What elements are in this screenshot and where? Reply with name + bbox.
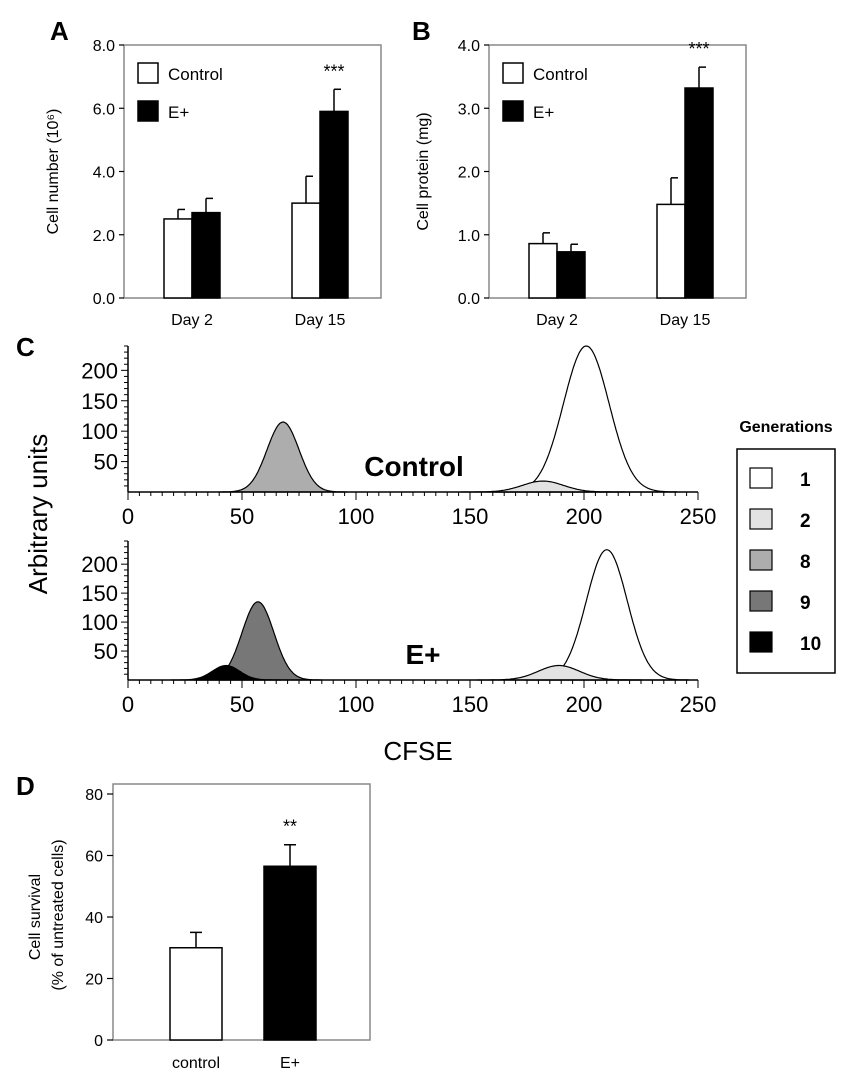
y-tick-label: 3.0 (458, 101, 480, 118)
y-axis-title: Cell protein (mg) (415, 112, 432, 230)
y-tick-label: 20 (85, 972, 103, 989)
x-tick-label: Day 2 (536, 312, 578, 329)
legend-title: Generations (739, 419, 832, 436)
x-axis-title: CFSE (383, 736, 452, 766)
x-tick-label: 150 (452, 692, 489, 717)
legend-swatch (137, 62, 159, 84)
legend-box (736, 448, 836, 674)
y-tick-label: 50 (94, 639, 118, 664)
x-tick-label: 0 (122, 504, 134, 529)
panel-letter: C (16, 332, 35, 362)
y-tick-label: 80 (85, 787, 103, 804)
subplot-label: E+ (405, 639, 440, 670)
y-tick-label: 4.0 (93, 165, 115, 182)
y-tick-label: 60 (85, 849, 103, 866)
x-tick-label: 250 (680, 504, 717, 529)
x-tick-label: 50 (230, 504, 254, 529)
y-axis-title: Cell survival (27, 874, 44, 960)
y-tick-label: 4.0 (458, 38, 480, 55)
legend-swatch (502, 62, 524, 84)
x-tick-label: 50 (230, 692, 254, 717)
significance-label: *** (688, 39, 709, 59)
legend-label: 10 (800, 634, 821, 655)
legend-swatch (749, 631, 773, 653)
y-tick-label: 50 (94, 450, 118, 475)
x-tick-label: control (172, 1055, 220, 1072)
panel-letter: A (50, 16, 69, 46)
y-tick-label: 2.0 (458, 165, 480, 182)
panel-letter: B (412, 16, 431, 46)
histogram-peak (194, 601, 322, 681)
plot-frame (112, 783, 371, 1041)
histogram-peak (495, 345, 678, 493)
y-tick-label: 0 (94, 1033, 103, 1050)
y-axis-title: Arbitrary units (23, 434, 53, 594)
y-axis-title: Cell number (10⁶) (45, 109, 62, 235)
y-tick-label: 8.0 (93, 38, 115, 55)
y-tick-label: 40 (85, 910, 103, 927)
bar (556, 251, 586, 299)
legend-label: 2 (800, 511, 811, 532)
x-tick-label: 150 (452, 504, 489, 529)
bar (169, 947, 223, 1041)
generations-legend: Generations 1 2 8 9 10 (736, 419, 836, 674)
x-tick-label: 250 (680, 692, 717, 717)
panel-d: D 0 20 40 60 80 Cell survival (% of untreated c… (16, 771, 371, 1072)
y-tick-label: 100 (81, 610, 118, 635)
panel-b: B 0.0 1.0 2.0 3.0 4.0 Cell protein (mg) Day 2 Da… (412, 16, 747, 329)
legend-label: 1 (800, 470, 811, 491)
y-tick-label: 200 (81, 552, 118, 577)
y-tick-label: 0.0 (93, 291, 115, 308)
x-tick-label: 200 (566, 692, 603, 717)
bar (163, 218, 193, 299)
significance-label: *** (323, 61, 344, 81)
legend-swatch (502, 100, 524, 122)
legend-label: E+ (533, 103, 554, 122)
bar (263, 865, 317, 1041)
legend-swatch (749, 467, 773, 489)
legend-swatch (749, 508, 773, 530)
bar (291, 202, 321, 299)
bar (319, 110, 349, 299)
x-tick-label: 100 (338, 692, 375, 717)
bar (528, 242, 558, 299)
legend-label: 8 (800, 552, 811, 573)
legend-swatch (749, 549, 773, 571)
panel-a: A 0.0 2.0 4.0 6.0 8.0 Cell number (10⁶) Day 2 Da… (45, 16, 382, 329)
histogram-peak (219, 421, 347, 493)
y-tick-label: 200 (81, 358, 118, 383)
x-tick-label: 200 (566, 504, 603, 529)
y-tick-label: 100 (81, 419, 118, 444)
x-tick-label: 0 (122, 692, 134, 717)
histogram-subplot: 0 50 100 150 200 250 50 100 150 200 Control (81, 345, 717, 529)
y-tick-label: 150 (81, 581, 118, 606)
y-tick-label: 1.0 (458, 228, 480, 245)
bar (656, 203, 686, 299)
legend-label: 9 (800, 593, 811, 614)
subplot-label: Control (364, 451, 464, 482)
x-tick-label: Day 2 (171, 312, 213, 329)
histogram-subplot: 0 50 100 150 200 250 50 100 150 200 E+ (81, 540, 717, 717)
histogram-peak (524, 549, 689, 681)
panel-letter: D (16, 771, 35, 801)
legend-label: Control (533, 65, 588, 84)
x-tick-label: Day 15 (295, 312, 346, 329)
legend-swatch (137, 100, 159, 122)
legend-swatch (749, 590, 773, 612)
y-tick-label: 2.0 (93, 228, 115, 245)
x-tick-label: Day 15 (660, 312, 711, 329)
x-tick-label: 100 (338, 504, 375, 529)
y-axis-title-line2: (% of untreated cells) (50, 839, 67, 990)
y-tick-label: 0.0 (458, 291, 480, 308)
x-tick-label: E+ (280, 1055, 300, 1072)
bar (191, 211, 221, 299)
y-tick-label: 150 (81, 389, 118, 414)
y-tick-label: 6.0 (93, 101, 115, 118)
bar (684, 87, 714, 299)
legend-label: E+ (168, 103, 189, 122)
significance-label: ** (283, 817, 297, 837)
legend-label: Control (168, 65, 223, 84)
